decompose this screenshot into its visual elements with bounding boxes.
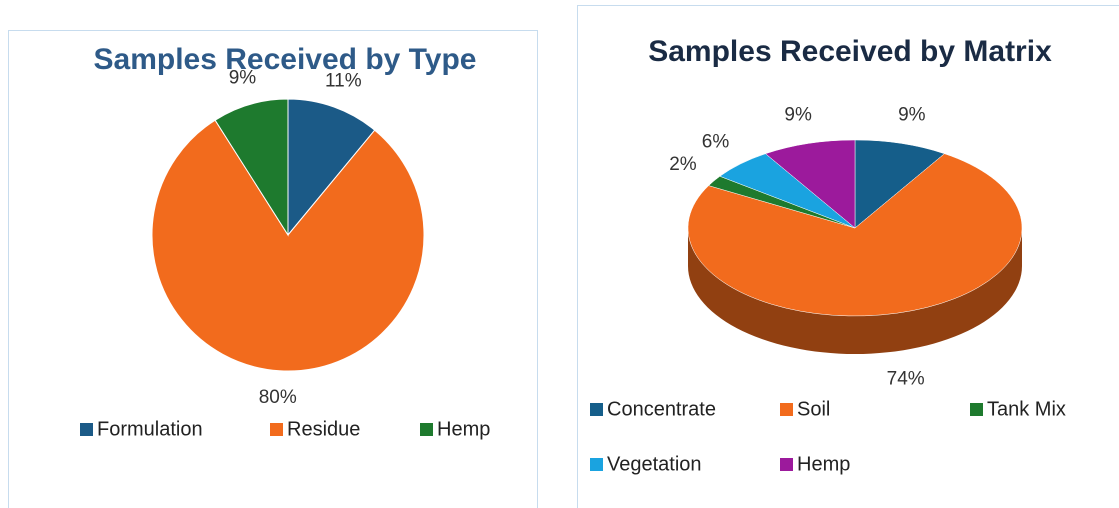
- slice: [687, 153, 1023, 317]
- data-label: 2%: [669, 154, 697, 175]
- data-label: 11%: [325, 70, 362, 91]
- slice: [287, 98, 376, 237]
- legend-swatch: [80, 423, 93, 436]
- slice: [765, 139, 856, 229]
- legend-label: Formulation: [97, 418, 203, 440]
- slice: [214, 98, 289, 237]
- data-label: 9%: [229, 67, 257, 88]
- slice: [854, 139, 945, 229]
- slice-side: [688, 228, 1022, 354]
- chart-title: Samples Received by Matrix: [648, 35, 1052, 68]
- data-label: 74%: [887, 369, 925, 390]
- legend-label: Concentrate: [607, 398, 716, 420]
- chart-frame: [8, 30, 538, 508]
- legend-swatch: [780, 403, 793, 416]
- legend-label: Vegetation: [607, 453, 702, 475]
- legend-swatch: [590, 458, 603, 471]
- chart-frame: [577, 5, 1119, 508]
- legend-swatch: [270, 423, 283, 436]
- legend-swatch: [970, 403, 983, 416]
- legend-label: Hemp: [797, 453, 850, 475]
- legend-label: Residue: [287, 418, 360, 440]
- legend-label: Tank Mix: [987, 398, 1066, 420]
- legend-label: Soil: [797, 398, 830, 420]
- chart-title: Samples Received by Type: [93, 43, 477, 76]
- data-label: 6%: [702, 131, 730, 152]
- legend-swatch: [590, 403, 603, 416]
- legend-swatch: [420, 423, 433, 436]
- legend-swatch: [780, 458, 793, 471]
- legend-label: Hemp: [437, 418, 490, 440]
- data-label: 9%: [784, 104, 812, 125]
- slice: [151, 119, 425, 372]
- data-label: 9%: [898, 104, 926, 125]
- data-label: 80%: [259, 387, 297, 408]
